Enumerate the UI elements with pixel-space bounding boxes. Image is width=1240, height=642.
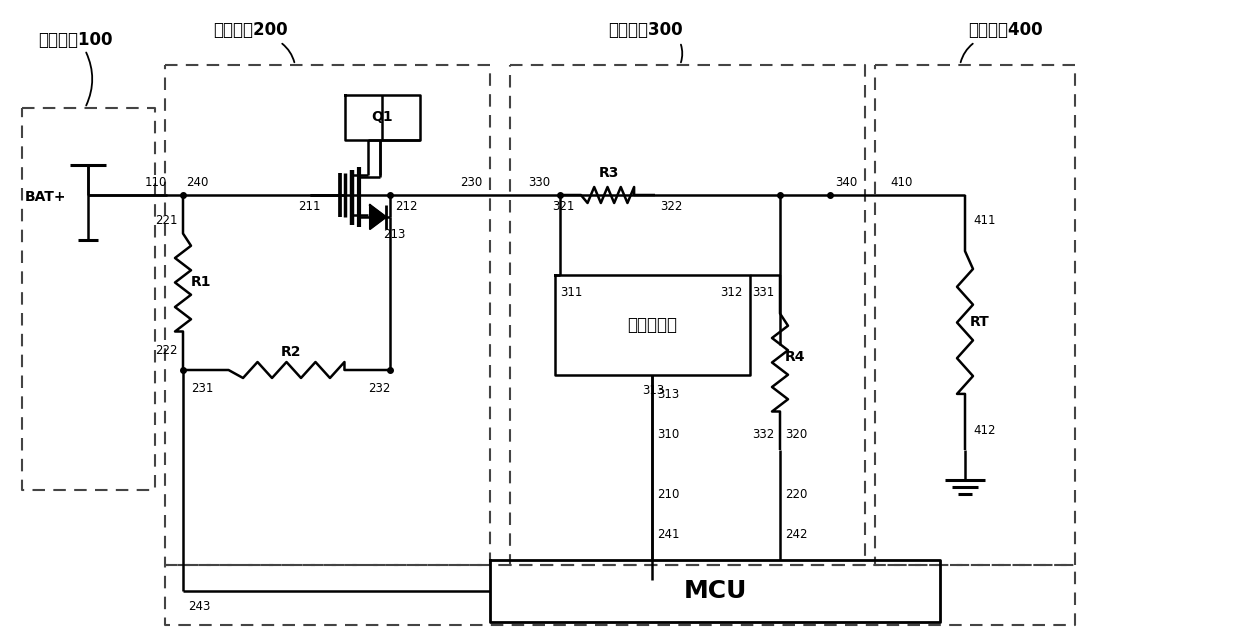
Text: 测量模块300: 测量模块300 bbox=[608, 21, 682, 39]
Text: 322: 322 bbox=[660, 200, 682, 214]
Text: 232: 232 bbox=[368, 381, 391, 394]
Text: 410: 410 bbox=[890, 177, 913, 189]
Text: 电流放大器: 电流放大器 bbox=[627, 316, 677, 334]
Text: 331: 331 bbox=[751, 286, 774, 300]
Text: 213: 213 bbox=[383, 229, 405, 241]
Text: 210: 210 bbox=[657, 489, 680, 501]
Text: 230: 230 bbox=[460, 177, 482, 189]
Text: 312: 312 bbox=[720, 286, 743, 300]
Text: 412: 412 bbox=[973, 424, 996, 437]
Text: 212: 212 bbox=[396, 200, 418, 214]
Text: 加热模块400: 加热模块400 bbox=[967, 21, 1043, 39]
Text: R4: R4 bbox=[785, 350, 806, 364]
Text: MCU: MCU bbox=[683, 579, 746, 603]
Text: 240: 240 bbox=[186, 177, 208, 189]
Text: 231: 231 bbox=[191, 381, 213, 394]
Text: R3: R3 bbox=[599, 166, 619, 180]
Text: 222: 222 bbox=[155, 343, 177, 356]
Text: 供电模块100: 供电模块100 bbox=[38, 31, 113, 49]
Text: 340: 340 bbox=[835, 177, 857, 189]
Text: 332: 332 bbox=[751, 428, 774, 442]
Text: BAT+: BAT+ bbox=[25, 190, 67, 204]
Text: 242: 242 bbox=[785, 528, 807, 541]
Text: 330: 330 bbox=[528, 177, 551, 189]
Text: 321: 321 bbox=[552, 200, 574, 214]
Text: 313: 313 bbox=[642, 383, 665, 397]
Text: R1: R1 bbox=[191, 275, 212, 289]
Text: R2: R2 bbox=[281, 345, 301, 359]
Polygon shape bbox=[370, 205, 386, 229]
Text: 243: 243 bbox=[188, 600, 211, 612]
Text: Q1: Q1 bbox=[371, 110, 393, 124]
Text: 211: 211 bbox=[298, 200, 320, 214]
Text: 110: 110 bbox=[145, 177, 167, 189]
Text: 控制模块200: 控制模块200 bbox=[213, 21, 288, 39]
Text: 220: 220 bbox=[785, 489, 807, 501]
Text: 241: 241 bbox=[657, 528, 680, 541]
Text: 311: 311 bbox=[560, 286, 583, 300]
Text: 310: 310 bbox=[657, 428, 680, 442]
Text: 411: 411 bbox=[973, 214, 996, 227]
Text: 313: 313 bbox=[657, 388, 680, 401]
Text: 320: 320 bbox=[785, 428, 807, 442]
Text: RT: RT bbox=[970, 315, 990, 329]
Text: 221: 221 bbox=[155, 214, 177, 227]
